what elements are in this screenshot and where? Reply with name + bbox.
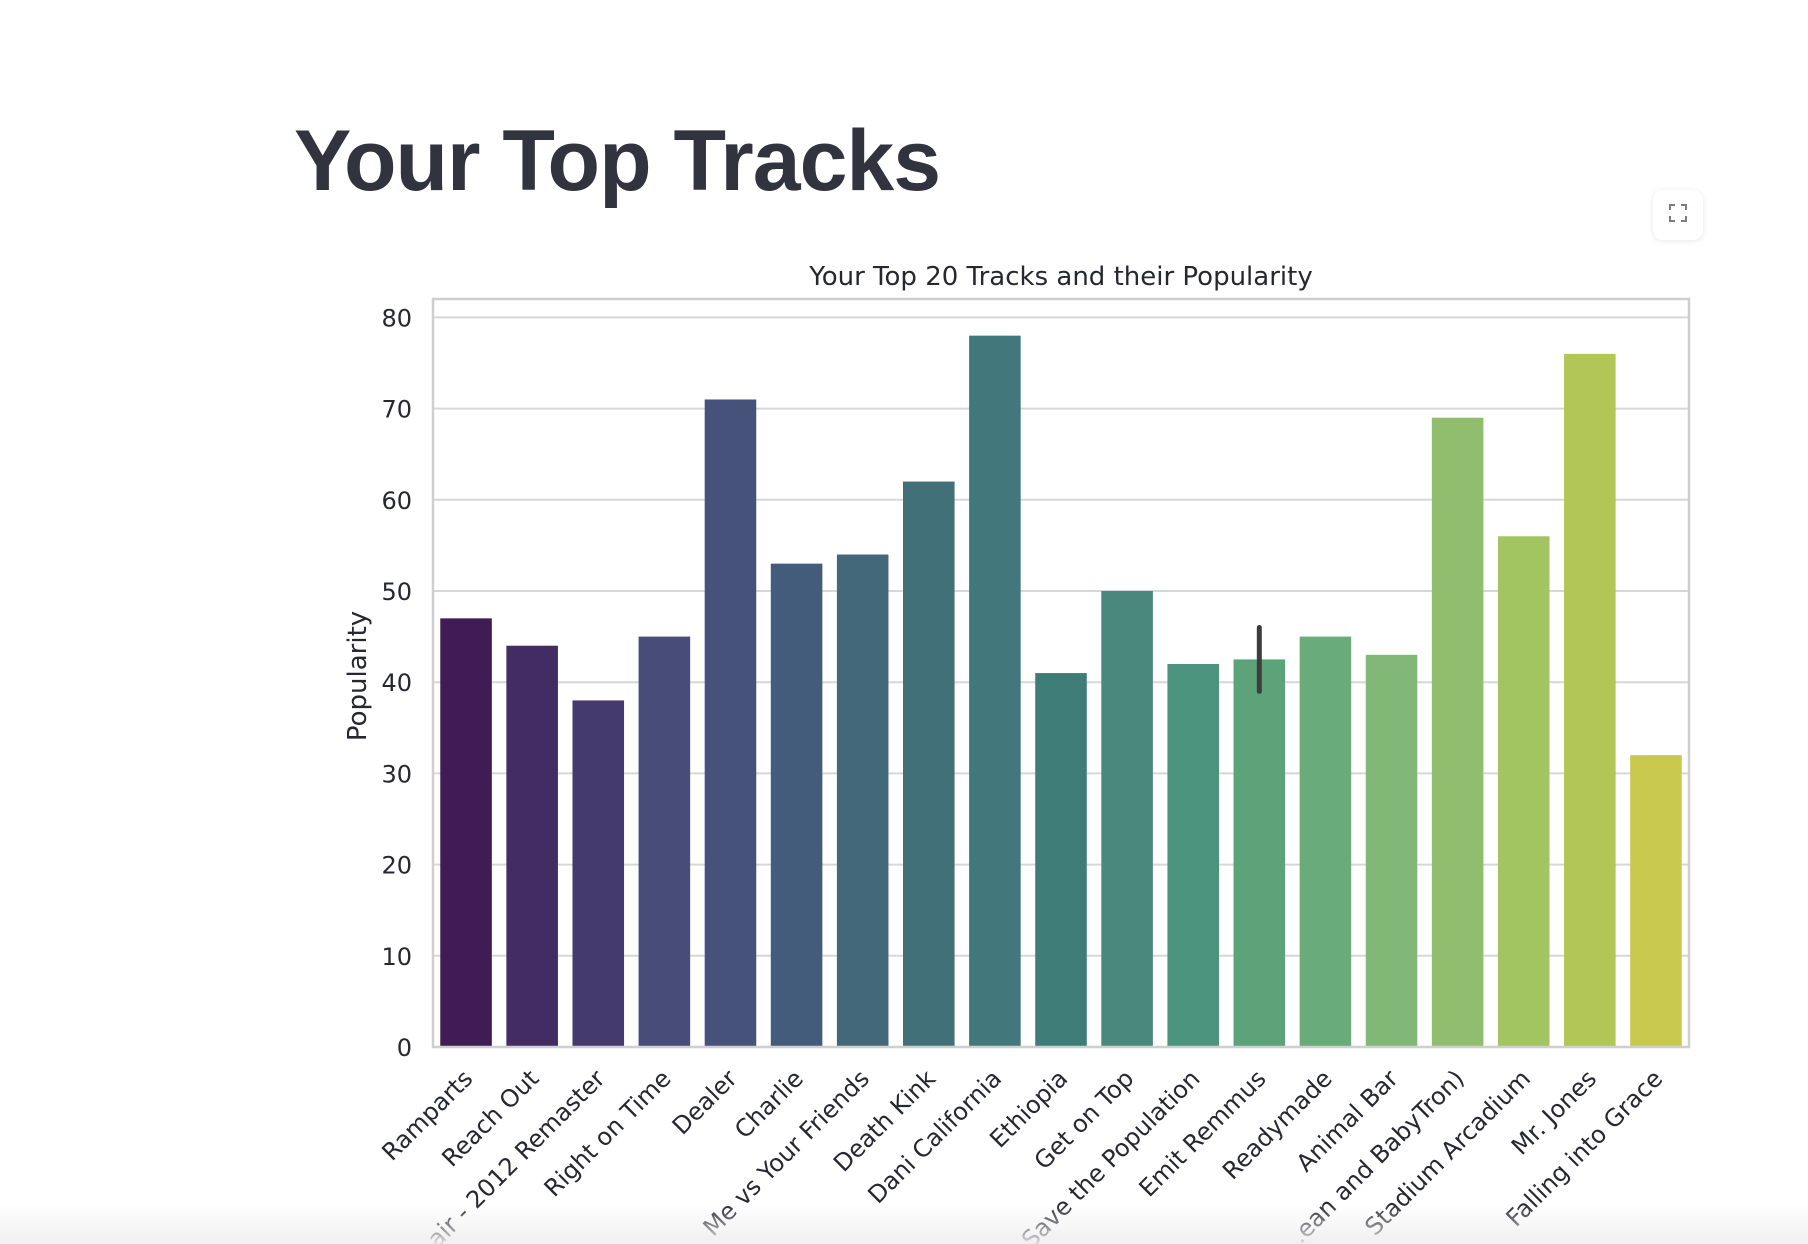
bar xyxy=(969,335,1021,1047)
bar xyxy=(1630,755,1682,1047)
bar xyxy=(1101,591,1153,1047)
bar xyxy=(1299,636,1352,1047)
bar xyxy=(770,563,823,1047)
y-tick-label: 10 xyxy=(381,943,412,971)
fullscreen-button[interactable] xyxy=(1653,190,1703,240)
bar xyxy=(704,399,757,1048)
bar xyxy=(1497,536,1550,1047)
bar xyxy=(638,636,691,1047)
y-tick-label: 60 xyxy=(381,487,412,515)
x-tick-label: Dealer xyxy=(667,1064,743,1140)
bar xyxy=(506,645,558,1047)
fullscreen-expand-icon xyxy=(1669,204,1687,226)
page-title: Your Top Tracks xyxy=(294,113,941,209)
plot-frame xyxy=(431,297,1691,1049)
y-tick-label: 40 xyxy=(381,669,412,697)
y-tick-labels: 0 10 20 30 40 50 60 70 80 xyxy=(381,304,412,1062)
bar xyxy=(440,618,492,1047)
chart-title: Your Top 20 Tracks and their Popularity xyxy=(808,262,1312,292)
bar xyxy=(1035,673,1087,1047)
bar xyxy=(1365,654,1418,1047)
y-tick-label: 0 xyxy=(397,1034,412,1062)
y-axis-label: Popularity xyxy=(343,611,373,741)
bar xyxy=(1233,659,1286,1047)
bars xyxy=(440,335,1682,1048)
bar xyxy=(836,554,889,1047)
bar xyxy=(572,700,625,1047)
bar xyxy=(1564,353,1616,1047)
bar xyxy=(1431,417,1484,1048)
bar xyxy=(903,481,955,1047)
y-tick-label: 50 xyxy=(381,578,412,606)
y-tick-label: 20 xyxy=(381,852,412,880)
y-tick-label: 70 xyxy=(381,396,412,424)
y-tick-label: 80 xyxy=(381,304,412,332)
y-tick-label: 30 xyxy=(381,760,412,788)
bar xyxy=(1167,663,1219,1047)
footer-fade xyxy=(0,1204,1808,1244)
